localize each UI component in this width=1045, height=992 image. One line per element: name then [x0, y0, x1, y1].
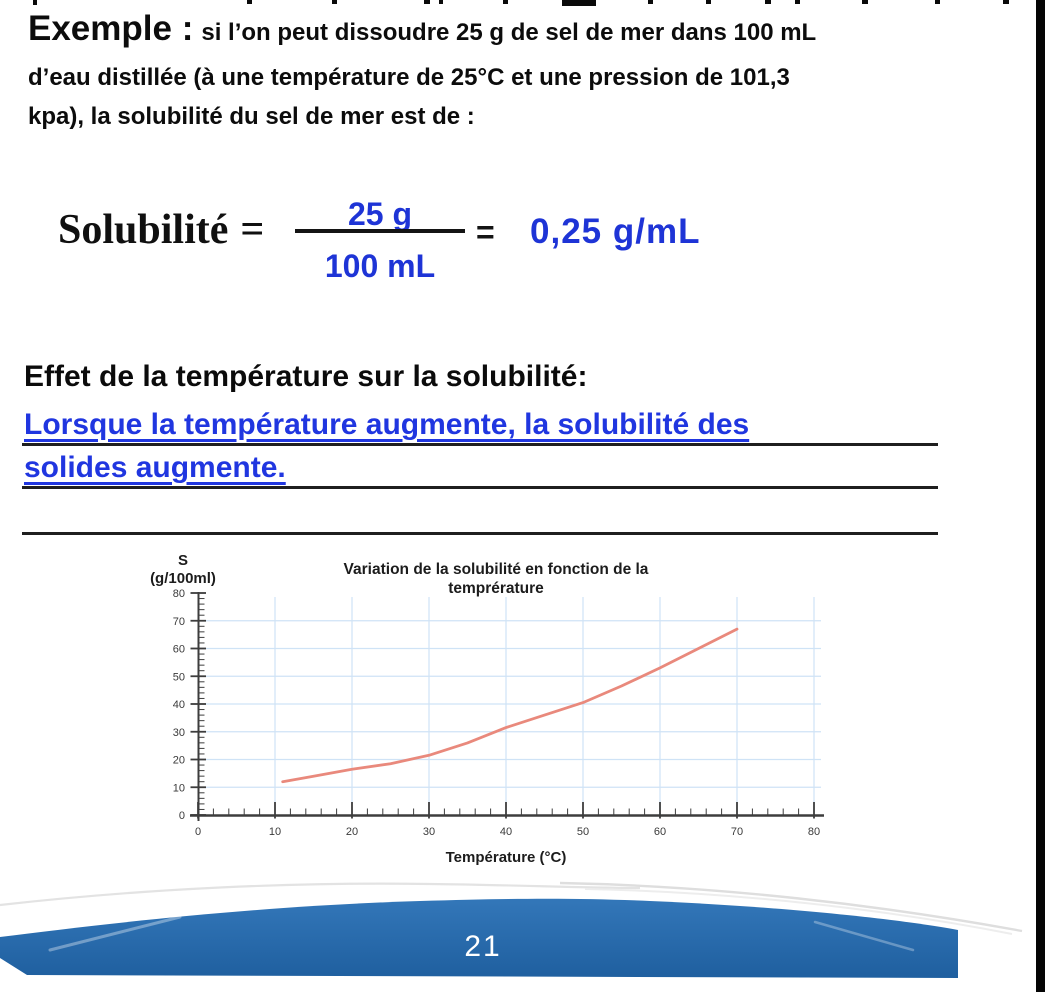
- svg-text:30: 30: [173, 727, 185, 739]
- svg-text:40: 40: [500, 826, 512, 838]
- footer-wave-shape: [0, 898, 958, 978]
- answer-rule-1: Lorsque la température augmente, la solu…: [22, 403, 938, 446]
- cropped-text-fragment: [765, 0, 771, 4]
- chart-x-axis-label: Température (°C): [445, 849, 567, 866]
- svg-text:0: 0: [195, 826, 201, 838]
- formula-result: 0,25 g/mL: [530, 212, 701, 251]
- y-label-symbol: S: [177, 552, 188, 569]
- y-label-unit: (g/100ml): [150, 570, 216, 587]
- cropped-text-fragment: [706, 0, 711, 4]
- cropped-text-fragment: [862, 0, 868, 4]
- formula-lhs-label: Solubilité: [58, 207, 229, 253]
- svg-text:70: 70: [173, 616, 185, 628]
- svg-text:40: 40: [173, 699, 185, 711]
- svg-text:10: 10: [173, 782, 185, 794]
- footer-highlight-right: [813, 920, 915, 952]
- cropped-text-fragment: [648, 0, 653, 4]
- answer-text-2: solides augmente.: [24, 451, 286, 484]
- solubility-chart: 0 10 20 30 40 50 60 70 80 0 10 20 30 40 50 60 70 80 S (g/…: [140, 552, 840, 882]
- blank-rule-line: [22, 492, 938, 535]
- cropped-text-fragment: [503, 0, 508, 4]
- cropped-text-fragment: [1003, 0, 1009, 4]
- page-number: 21: [464, 930, 502, 963]
- answer-rule-2: solides augmente.: [22, 446, 938, 489]
- svg-text:50: 50: [577, 826, 589, 838]
- svg-text:60: 60: [173, 644, 185, 656]
- svg-text:20: 20: [346, 826, 358, 838]
- effect-heading: Effet de la température sur la solubilit…: [24, 360, 588, 393]
- svg-text:10: 10: [269, 826, 281, 838]
- formula-lhs: Solubilité =: [58, 206, 264, 254]
- cropped-text-fragment: [562, 0, 596, 6]
- svg-text:0: 0: [179, 810, 185, 822]
- svg-text:80: 80: [808, 826, 820, 838]
- footer-wave: [0, 881, 1023, 978]
- footer-swoosh-right-1: [559, 881, 1023, 933]
- intro-line-1: Exemple : si l’on peut dissoudre 25 g de …: [28, 4, 978, 58]
- formula-equals-1: =: [240, 207, 265, 253]
- intro-line-2: d’eau distillée (à une température de 25…: [28, 64, 790, 91]
- svg-text:80: 80: [173, 588, 185, 600]
- footer-highlight-left: [48, 915, 182, 952]
- chart-y-axis-label: S (g/100ml): [140, 552, 226, 588]
- cropped-text-fragment: [424, 0, 430, 4]
- fraction-bar: [295, 229, 465, 233]
- formula-equals-2: =: [476, 214, 495, 250]
- footer-swoosh-right-2: [584, 888, 1013, 935]
- chart-title: Variation de la solubilité en fonction d…: [343, 561, 649, 597]
- answer-text-1: Lorsque la température augmente, la solu…: [24, 408, 750, 441]
- chart-canvas: 0 10 20 30 40 50 60 70 80 0 10 20 30 40 50 60 70 80: [173, 588, 824, 838]
- cropped-text-fragment: [439, 0, 443, 4]
- svg-text:60: 60: [654, 826, 666, 838]
- footer-swoosh-left: [0, 882, 641, 907]
- cropped-text-fragment: [332, 0, 337, 4]
- intro-text-1: si l’on peut dissoudre 25 g de sel de me…: [201, 19, 817, 46]
- cropped-text-fragment: [935, 0, 940, 4]
- svg-text:20: 20: [173, 755, 185, 767]
- scan-black-bar: [1036, 0, 1045, 992]
- intro-line-3: kpa), la solubilité du sel de mer est de…: [28, 103, 475, 130]
- cropped-text-fragment: [33, 0, 37, 5]
- formula-denominator: 100 mL: [324, 248, 436, 284]
- intro-paragraph: Exemple : si l’on peut dissoudre 25 g de …: [28, 4, 978, 136]
- example-heading: Exemple :: [28, 9, 194, 48]
- formula-numerator: 25 g: [347, 196, 413, 232]
- cropped-text-fragment: [247, 0, 252, 4]
- svg-text:30: 30: [423, 826, 435, 838]
- svg-text:50: 50: [173, 671, 185, 683]
- cropped-text-fragment: [795, 0, 800, 4]
- svg-text:70: 70: [731, 826, 743, 838]
